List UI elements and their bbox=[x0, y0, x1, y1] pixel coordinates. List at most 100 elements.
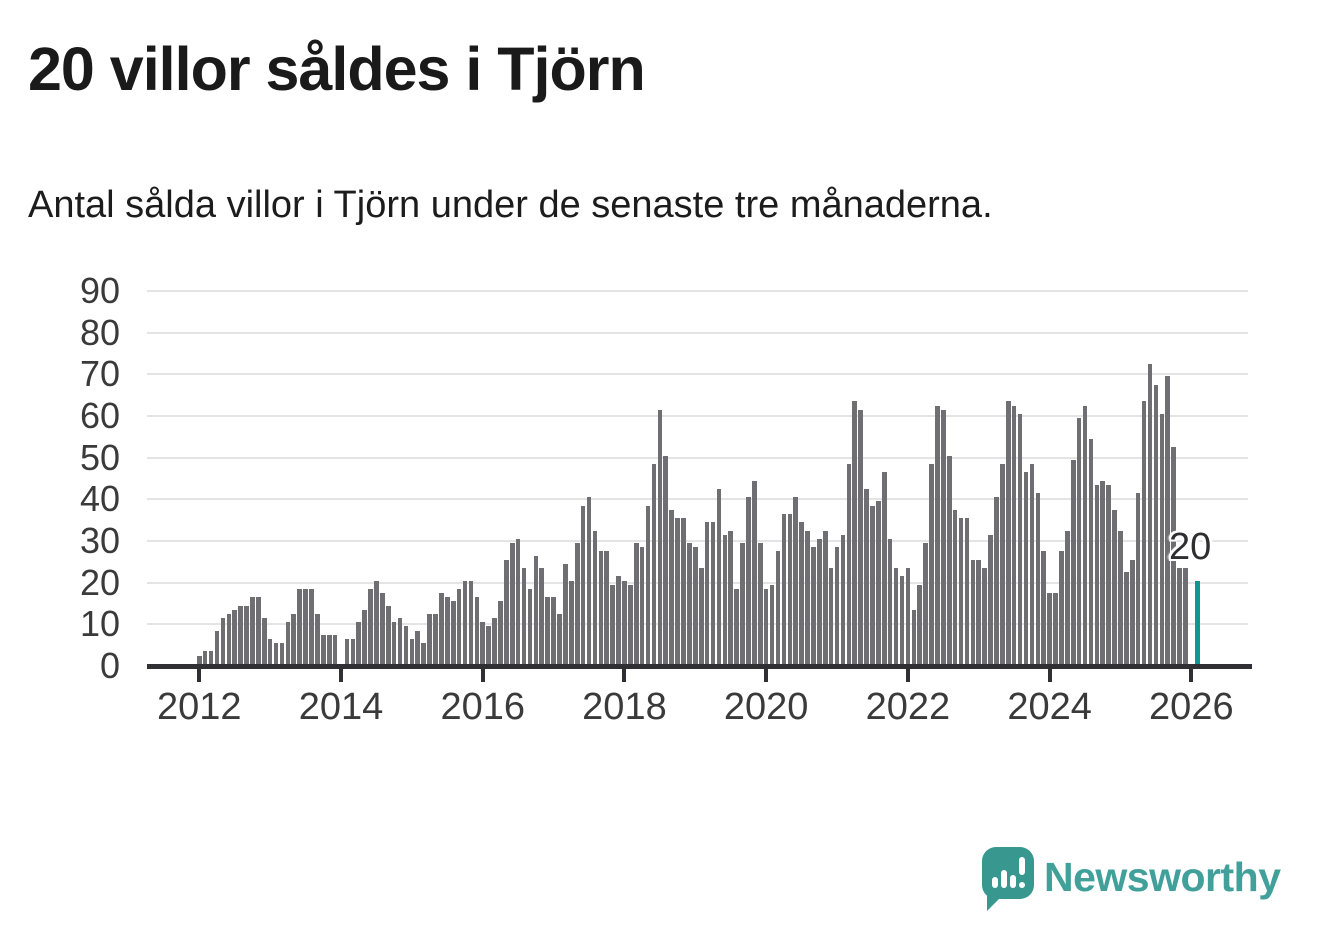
bar-month-132 bbox=[976, 559, 982, 664]
bar-month-139 bbox=[1017, 413, 1023, 664]
bar-month-135 bbox=[994, 497, 999, 664]
bar-month-131 bbox=[970, 559, 976, 664]
y-axis-tick-label: 30 bbox=[79, 519, 120, 561]
bar-month-85 bbox=[698, 568, 704, 664]
bar-month-154 bbox=[1106, 484, 1111, 664]
bar-month-58 bbox=[539, 568, 545, 664]
bar-month-72 bbox=[622, 580, 627, 664]
bar-month-71 bbox=[616, 576, 621, 664]
bar-month-159 bbox=[1135, 493, 1141, 664]
bar-month-106 bbox=[822, 530, 828, 664]
bar-month-138 bbox=[1011, 405, 1017, 664]
bar-month-166 bbox=[1177, 568, 1182, 664]
gridline-y-80 bbox=[147, 331, 1248, 334]
brand-name: Newsworthy bbox=[1044, 854, 1281, 900]
x-axis-tick-2020 bbox=[764, 669, 769, 682]
bar-month-153 bbox=[1100, 480, 1106, 664]
bar-month-40 bbox=[433, 613, 438, 664]
bar-month-7 bbox=[238, 605, 243, 664]
bar-month-123 bbox=[923, 543, 928, 664]
bar-month-118 bbox=[893, 568, 899, 664]
bar-month-125 bbox=[935, 405, 940, 664]
bar-month-69 bbox=[604, 551, 610, 664]
bar-month-47 bbox=[474, 597, 480, 664]
bar-month-73 bbox=[628, 584, 633, 664]
bar-month-113 bbox=[864, 488, 869, 664]
bar-month-30 bbox=[374, 580, 379, 664]
bar-month-17 bbox=[297, 588, 302, 664]
bar-month-13 bbox=[273, 643, 279, 664]
bar-month-6 bbox=[232, 609, 238, 664]
bar-month-91 bbox=[734, 588, 739, 664]
gridline-y-40 bbox=[147, 498, 1248, 501]
y-axis-tick-label: 40 bbox=[79, 478, 120, 520]
bar-month-146 bbox=[1059, 551, 1064, 664]
y-axis-tick-label: 60 bbox=[79, 394, 120, 436]
bar-month-0 bbox=[197, 655, 202, 664]
bar-month-41 bbox=[439, 593, 444, 664]
bar-month-62 bbox=[563, 563, 568, 664]
bar-month-87 bbox=[710, 522, 716, 664]
bar-month-122 bbox=[917, 584, 922, 664]
bar-month-49 bbox=[486, 626, 491, 664]
bar-month-27 bbox=[356, 622, 362, 664]
bar-month-101 bbox=[793, 497, 798, 664]
bar-month-15 bbox=[285, 622, 291, 664]
bar-month-51 bbox=[498, 601, 503, 664]
bar-month-44 bbox=[456, 588, 462, 664]
newsworthy-logo: Newsworthy bbox=[982, 845, 1302, 930]
bar-month-4 bbox=[220, 618, 226, 664]
bar-month-90 bbox=[728, 530, 734, 664]
x-axis-tick-2024 bbox=[1047, 669, 1052, 682]
bar-month-29 bbox=[368, 588, 373, 664]
bar-month-97 bbox=[769, 584, 775, 664]
bar-month-55 bbox=[521, 568, 527, 664]
y-axis-tick-label: 20 bbox=[79, 561, 120, 603]
x-axis-label-2018: 2018 bbox=[582, 686, 667, 728]
bar-month-119 bbox=[899, 576, 905, 664]
y-axis-tick-label: 50 bbox=[79, 436, 120, 478]
bar-month-89 bbox=[722, 534, 728, 664]
bar-month-22 bbox=[326, 634, 332, 664]
newsworthy-speech-bubble-chart-icon bbox=[982, 847, 1034, 899]
bar-month-143 bbox=[1041, 551, 1046, 664]
bar-month-124 bbox=[929, 463, 934, 664]
x-axis-label-2012: 2012 bbox=[157, 686, 242, 728]
bar-month-11 bbox=[261, 618, 267, 664]
x-axis-label-2024: 2024 bbox=[1007, 686, 1092, 728]
bar-month-140 bbox=[1023, 472, 1029, 664]
bar-month-81 bbox=[675, 518, 680, 664]
bar-month-50 bbox=[492, 618, 497, 664]
bar-month-32 bbox=[385, 605, 391, 664]
bar-month-83 bbox=[687, 543, 692, 664]
bar-month-84 bbox=[693, 547, 698, 664]
bar-month-102 bbox=[799, 522, 804, 664]
bar-month-70 bbox=[610, 584, 615, 664]
bar-month-105 bbox=[817, 538, 822, 664]
bar-month-116 bbox=[881, 472, 887, 664]
bar-month-10 bbox=[256, 597, 261, 664]
gridline-y-90 bbox=[147, 289, 1248, 292]
gridline-y-60 bbox=[147, 414, 1248, 417]
bar-month-20 bbox=[315, 613, 320, 664]
bar-month-92 bbox=[740, 543, 745, 664]
bar-month-79 bbox=[663, 455, 669, 664]
bar-month-160 bbox=[1141, 401, 1147, 664]
bar-month-37 bbox=[415, 630, 421, 664]
bar-month-28 bbox=[362, 609, 367, 664]
bar-month-144 bbox=[1047, 593, 1052, 664]
bar-month-148 bbox=[1070, 459, 1076, 664]
bar-month-67 bbox=[592, 530, 598, 664]
x-axis-label-2020: 2020 bbox=[723, 686, 809, 728]
bar-month-161 bbox=[1147, 363, 1153, 664]
bar-month-109 bbox=[840, 534, 846, 664]
bar-month-150 bbox=[1082, 405, 1088, 664]
y-axis-tick-label: 80 bbox=[79, 311, 120, 353]
bar-month-57 bbox=[533, 555, 539, 664]
chart-subtitle: Antal sålda villor i Tjörn under de sena… bbox=[28, 184, 993, 226]
x-axis-tick-2014 bbox=[339, 669, 344, 682]
bar-month-45 bbox=[462, 580, 468, 664]
bar-month-133 bbox=[982, 568, 987, 664]
bar-month-43 bbox=[450, 601, 456, 664]
bar-month-68 bbox=[598, 551, 604, 664]
